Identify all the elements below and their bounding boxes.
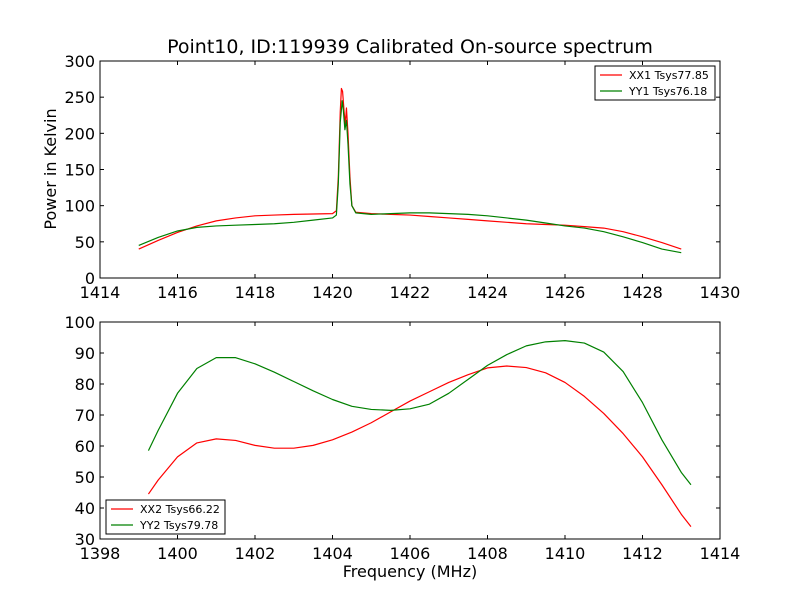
top-chart-xtick-label: 1422 bbox=[390, 283, 431, 302]
bottom-chart-ytick-label: 80 bbox=[75, 375, 95, 394]
bottom-chart-xtick-label: 1398 bbox=[80, 544, 121, 563]
bottom-chart-xtick-label: 1406 bbox=[390, 544, 431, 563]
top-chart-xtick-label: 1424 bbox=[467, 283, 508, 302]
top-chart-panel: 1414 1416 1418 1420 1422 1424 1426 1428 1430 0 50 1… bbox=[64, 52, 740, 302]
top-chart-legend-box bbox=[594, 65, 716, 101]
top-chart-ytick-label: 50 bbox=[75, 233, 95, 252]
top-chart-ytick-label: 300 bbox=[64, 52, 95, 71]
top-chart-xtick-label: 1428 bbox=[622, 283, 663, 302]
bottom-chart-ytick-label: 100 bbox=[64, 313, 95, 332]
bottom-chart-series-line-2 bbox=[147, 340, 692, 486]
top-chart-ytick-label: 100 bbox=[64, 197, 95, 216]
bottom-chart-xtick-label: 1404 bbox=[312, 544, 353, 563]
top-chart-legend-label-1: XX1 Tsys77.85 bbox=[629, 69, 709, 82]
bottom-chart-xlabel: Frequency (MHz) bbox=[343, 562, 477, 581]
top-chart-ytick-label: 250 bbox=[64, 88, 95, 107]
bottom-chart-ytick-label: 70 bbox=[75, 406, 95, 425]
top-chart-legend-label-2: YY1 Tsys76.18 bbox=[628, 85, 707, 98]
bottom-chart-legend-label-1: XX2 Tsys66.22 bbox=[140, 503, 220, 516]
top-chart-ylabel: Power in Kelvin bbox=[41, 108, 60, 229]
top-chart-xtick-label: 1418 bbox=[235, 283, 276, 302]
bottom-chart-xtick-label: 1414 bbox=[700, 544, 741, 563]
top-chart-series-line-2 bbox=[138, 100, 682, 254]
bottom-chart-xtick-label: 1402 bbox=[235, 544, 276, 563]
bottom-chart-legend-label-2: YY2 Tsys79.78 bbox=[139, 519, 218, 532]
bottom-chart-ytick-label: 40 bbox=[75, 499, 95, 518]
bottom-chart-xtick-label: 1408 bbox=[467, 544, 508, 563]
bottom-chart-legend-box bbox=[105, 499, 226, 535]
bottom-chart-series-line-1 bbox=[147, 365, 692, 527]
bottom-chart-ytick-label: 30 bbox=[75, 530, 95, 549]
top-chart-xtick-label: 1420 bbox=[312, 283, 353, 302]
top-chart-title: Point10, ID:119939 Calibrated On-source … bbox=[167, 36, 653, 58]
top-chart-ytick-label: 150 bbox=[64, 161, 95, 180]
bottom-chart-xtick-label: 1412 bbox=[622, 544, 663, 563]
top-chart-xtick-label: 1426 bbox=[545, 283, 586, 302]
bottom-chart-xtick-label: 1410 bbox=[545, 544, 586, 563]
top-chart-ytick-label: 200 bbox=[64, 124, 95, 143]
bottom-chart-xtick-label: 1400 bbox=[157, 544, 198, 563]
bottom-chart-ytick-label: 50 bbox=[75, 468, 95, 487]
top-chart-xtick-label: 1414 bbox=[80, 283, 121, 302]
bottom-chart-ytick-label: 90 bbox=[75, 344, 95, 363]
top-chart-xtick-label: 1416 bbox=[157, 283, 198, 302]
bottom-chart-ytick-label: 60 bbox=[75, 437, 95, 456]
bottom-chart-panel: 1398 1400 1402 1404 1406 1408 1410 1412 1414 30 40… bbox=[64, 313, 740, 563]
top-chart-ytick-label: 0 bbox=[85, 269, 95, 288]
top-chart-xtick-label: 1430 bbox=[700, 283, 741, 302]
